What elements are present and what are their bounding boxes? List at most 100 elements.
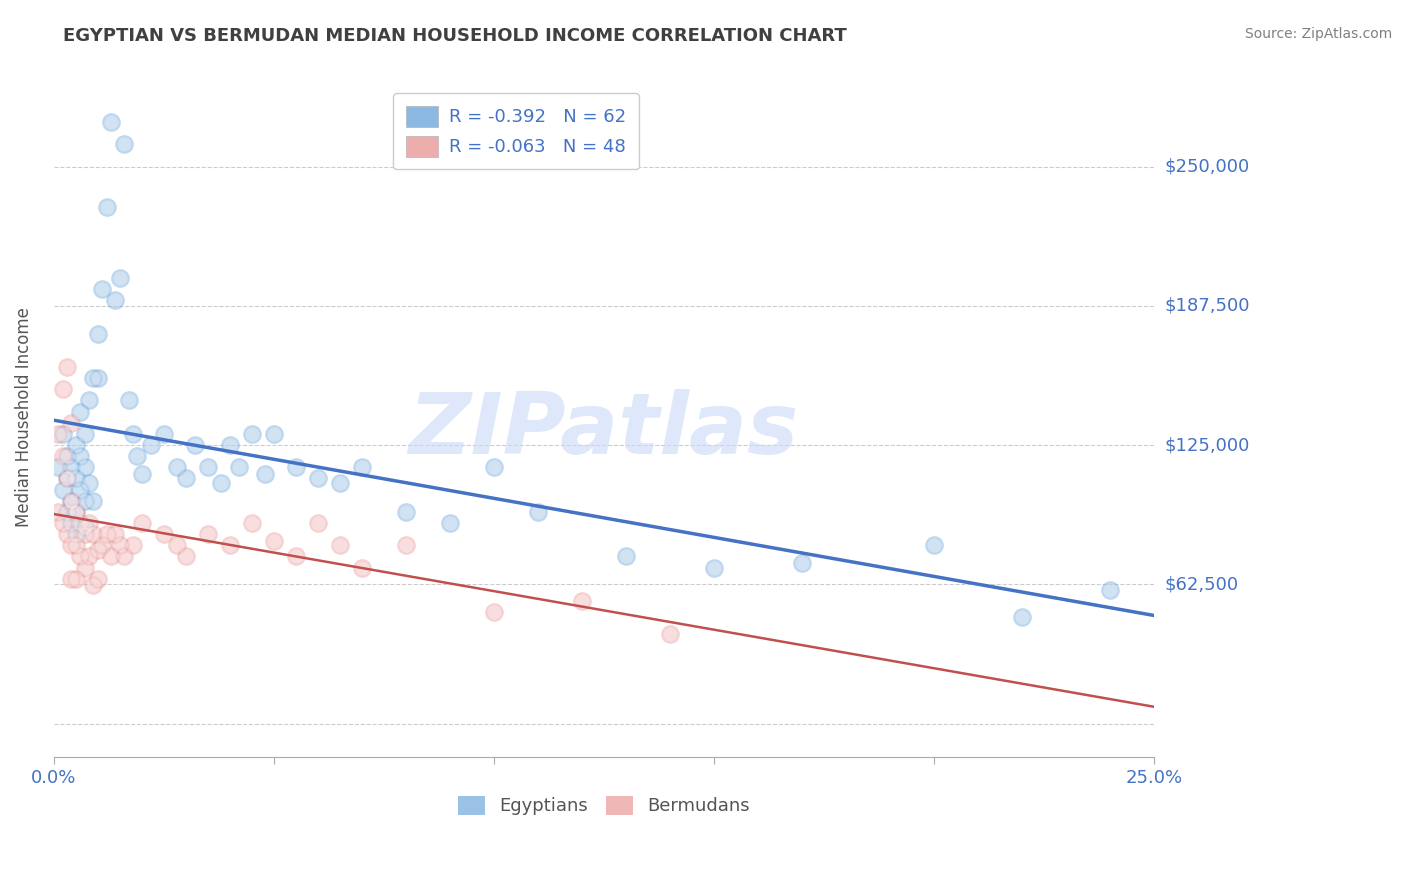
Point (52, 426, 75, 441)
Point (69, 549, 91, 564)
Point (122, 426, 145, 441)
Point (73, 560, 96, 574)
Point (56, 471, 79, 485)
Point (87, 572, 110, 586)
Text: $125,000: $125,000 (1166, 436, 1250, 454)
Point (56, 360, 79, 375)
Point (56, 449, 79, 463)
Point (197, 460, 219, 475)
Point (197, 527, 219, 541)
Point (65, 505, 87, 519)
Point (56, 360, 79, 375)
Point (60, 460, 83, 475)
Point (166, 460, 188, 475)
Point (69, 404, 91, 418)
Point (117, 393, 139, 408)
Point (73, 460, 96, 475)
Point (82, 527, 104, 541)
Point (73, 560, 96, 574)
Point (69, 404, 91, 418)
Point (482, 605, 505, 619)
Point (174, 549, 197, 564)
Point (174, 471, 197, 485)
Point (56, 449, 79, 463)
Point (174, 471, 197, 485)
Point (166, 538, 188, 552)
Point (60, 572, 83, 586)
Point (52, 449, 75, 463)
Point (69, 449, 91, 463)
Point (395, 505, 418, 519)
Point (131, 516, 153, 530)
Point (73, 520, 96, 534)
Point (228, 460, 250, 475)
Point (100, 549, 122, 564)
Point (329, 475, 352, 490)
Point (104, 527, 127, 541)
Point (73, 493, 96, 508)
Point (60, 538, 83, 552)
Point (122, 538, 145, 552)
Text: $187,500: $187,500 (1166, 297, 1250, 315)
Point (284, 460, 307, 475)
Point (1011, 609, 1033, 624)
Point (46, 460, 69, 475)
Point (922, 538, 945, 552)
Point (65, 527, 87, 541)
Point (87, 542, 110, 557)
Point (82, 493, 104, 508)
Point (350, 460, 373, 475)
Point (82, 578, 104, 592)
Point (197, 527, 219, 541)
Point (56, 471, 79, 485)
Point (69, 516, 91, 530)
Point (183, 438, 205, 452)
Point (52, 516, 75, 530)
Point (65, 572, 87, 586)
Point (1011, 609, 1033, 624)
Point (60, 416, 83, 430)
Point (87, 371, 110, 385)
Point (329, 538, 352, 552)
Point (73, 493, 96, 508)
Point (209, 475, 232, 490)
Point (218, 438, 240, 452)
Point (174, 549, 197, 564)
Point (1098, 582, 1121, 597)
Text: $62,500: $62,500 (1166, 575, 1239, 593)
Point (100, 115, 122, 129)
Point (52, 382, 75, 396)
Point (46, 505, 69, 519)
Point (527, 505, 550, 519)
Point (73, 426, 96, 441)
Y-axis label: Median Household Income: Median Household Income (15, 307, 32, 527)
Point (91, 538, 114, 552)
Point (100, 115, 122, 129)
Point (87, 371, 110, 385)
Point (307, 471, 329, 485)
Point (139, 438, 162, 452)
Point (1098, 582, 1121, 597)
Point (218, 538, 240, 552)
Point (108, 271, 131, 285)
Point (131, 467, 153, 481)
Point (439, 516, 461, 530)
Point (153, 527, 176, 541)
Point (46, 460, 69, 475)
Point (307, 516, 329, 530)
Point (65, 505, 87, 519)
Point (77, 475, 100, 490)
Point (73, 527, 96, 541)
Text: ZIPatlas: ZIPatlas (409, 389, 799, 472)
Point (482, 460, 505, 475)
Point (703, 560, 725, 574)
Point (153, 426, 176, 441)
Point (183, 438, 205, 452)
Point (91, 282, 114, 296)
Point (284, 549, 307, 564)
Point (77, 549, 100, 564)
Point (73, 426, 96, 441)
Point (56, 527, 79, 541)
Point (240, 426, 263, 441)
Point (60, 516, 83, 530)
